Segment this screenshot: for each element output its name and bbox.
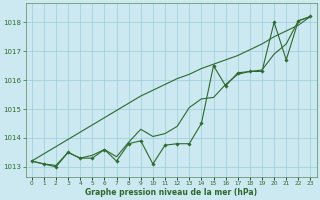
X-axis label: Graphe pression niveau de la mer (hPa): Graphe pression niveau de la mer (hPa)	[85, 188, 257, 197]
